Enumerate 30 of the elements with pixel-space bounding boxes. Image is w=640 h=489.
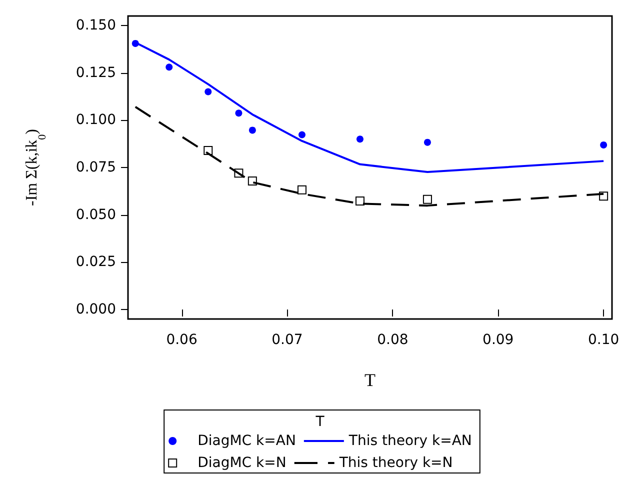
legend-label: This theory k=N [338, 455, 453, 471]
point [235, 110, 242, 117]
y-tick-label: 0.000 [76, 302, 116, 318]
x-tick-label: 0.10 [588, 332, 620, 348]
point [248, 126, 256, 134]
point [422, 194, 432, 204]
x-tick-label: 0.07 [272, 332, 303, 348]
point [166, 64, 173, 71]
point [424, 138, 431, 146]
y-tick-label: 0.050 [76, 206, 116, 223]
legend-label: DiagMC k=AN [198, 433, 296, 449]
y-tick-label: 0.100 [76, 112, 116, 128]
y-tick-label: 0.150 [76, 17, 116, 34]
x-tick-label: 0.06 [166, 332, 198, 348]
point [204, 88, 212, 96]
y-axis-title: -Im Σ(k,ik0) [24, 128, 48, 206]
legend-label: This theory k=AN [348, 433, 472, 449]
y-tick-label: 0.125 [76, 64, 116, 81]
y-tick-label: 0.025 [76, 254, 116, 270]
y-tick-label: 0.075 [76, 160, 116, 176]
point [298, 131, 306, 138]
legend-label: DiagMC k=N [198, 455, 286, 471]
point [297, 185, 306, 194]
point [356, 136, 364, 143]
point [600, 141, 608, 148]
x-axis-title: T [364, 370, 376, 390]
point [355, 196, 364, 206]
x-tick-label: 0.08 [377, 332, 408, 348]
legend-title: T [314, 414, 325, 430]
x-tick-label: 0.09 [482, 332, 514, 348]
